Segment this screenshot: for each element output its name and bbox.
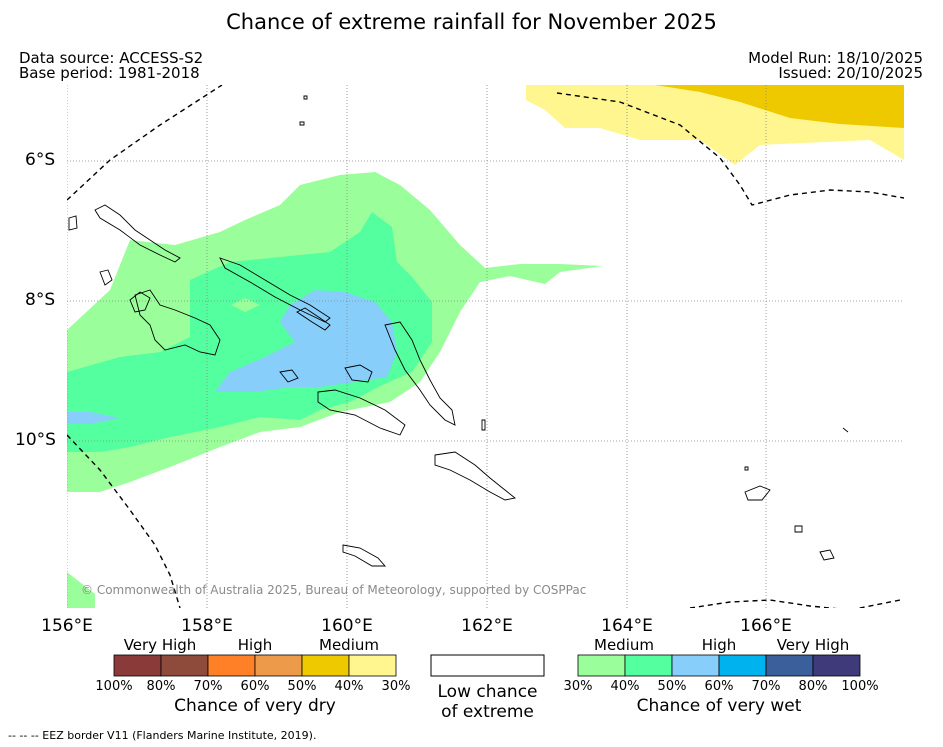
dry-caption: Chance of very dry xyxy=(174,696,336,716)
data-source: Data source: ACCESS-S2 xyxy=(19,49,204,67)
low-chance-swatch xyxy=(430,654,545,677)
eez-footnote: -- -- -- EEZ border V11 (Flanders Marine… xyxy=(8,729,317,742)
lon-label-158e: 158°E xyxy=(181,616,233,636)
coastlines xyxy=(68,95,849,567)
lat-label-6s: 6°S xyxy=(25,150,56,170)
dry-tick: 40% xyxy=(334,679,364,694)
issued-date: Issued: 20/10/2025 xyxy=(778,64,923,82)
lon-label-156e: 156°E xyxy=(41,616,93,636)
wet-category-high: High xyxy=(701,636,737,654)
base-period: Base period: 1981-2018 xyxy=(19,64,200,82)
dry-swatch-1 xyxy=(160,654,209,677)
dry-tick: 70% xyxy=(193,679,223,694)
dry-swatch-5 xyxy=(348,654,397,677)
meta-left: Data source: ACCESS-S2 Base period: 1981… xyxy=(19,51,203,81)
lat-label-8s: 8°S xyxy=(25,290,56,310)
lon-label-162e: 162°E xyxy=(461,616,513,636)
wet-tick: 100% xyxy=(841,679,879,694)
map-title: Chance of extreme rainfall for November … xyxy=(226,10,717,34)
dry-tick: 60% xyxy=(240,679,270,694)
wet-tick: 60% xyxy=(704,679,734,694)
rennell-island xyxy=(342,544,386,567)
low-chance-caption: Low chance of extreme xyxy=(431,682,544,722)
lon-label-160e: 160°E xyxy=(321,616,373,636)
dry-swatch-3 xyxy=(254,654,303,677)
dry-tick: 50% xyxy=(287,679,317,694)
wet-swatch-2 xyxy=(671,654,720,677)
wet-category-very-high: Very High xyxy=(776,636,850,654)
guadalcanal-island xyxy=(317,389,406,436)
low-chance-caption-line1: Low chance xyxy=(437,682,538,702)
meta-right: Model Run: 18/10/2025 Issued: 20/10/2025 xyxy=(748,51,923,81)
makira-island xyxy=(434,451,517,501)
wet-category-medium: Medium xyxy=(594,636,654,654)
dry-category-high: High xyxy=(237,636,273,654)
bougainville-island xyxy=(94,204,181,263)
dry-swatch-0 xyxy=(113,654,162,677)
dry-medium-high-region xyxy=(655,85,904,128)
dry-tick: 30% xyxy=(381,679,411,694)
dry-swatch-2 xyxy=(207,654,256,677)
model-run: Model Run: 18/10/2025 xyxy=(748,49,923,67)
dry-category-medium: Medium xyxy=(319,636,379,654)
dry-tick: 80% xyxy=(146,679,176,694)
wet-tick: 40% xyxy=(610,679,640,694)
wet-colorbar xyxy=(577,654,861,677)
wet-swatch-1 xyxy=(624,654,673,677)
choiseul-island xyxy=(219,257,331,323)
lon-label-166e: 166°E xyxy=(740,616,792,636)
lon-label-164e: 164°E xyxy=(601,616,653,636)
wet-caption: Chance of very wet xyxy=(636,696,802,716)
wet-swatch-3 xyxy=(718,654,767,677)
wet-swatch-0 xyxy=(577,654,626,677)
wet-tick: 50% xyxy=(657,679,687,694)
malaita-island xyxy=(384,321,456,426)
graticule xyxy=(67,85,904,608)
wet-swatch-5 xyxy=(812,654,861,677)
wet-swatch-4 xyxy=(765,654,814,677)
new-georgia-island xyxy=(134,289,221,356)
dry-colorbar xyxy=(113,654,397,677)
copyright-notice: © Commonwealth of Australia 2025, Bureau… xyxy=(81,583,587,597)
wet-tick: 70% xyxy=(751,679,781,694)
dry-category-very-high: Very High xyxy=(123,636,197,654)
dry-tick: 100% xyxy=(95,679,133,694)
eez-borders xyxy=(67,85,904,608)
wet-tick: 80% xyxy=(798,679,828,694)
lat-label-10s: 10°S xyxy=(15,430,56,450)
low-chance-caption-line2: of extreme xyxy=(441,702,534,722)
wet-tick: 30% xyxy=(563,679,593,694)
dry-swatch-4 xyxy=(301,654,350,677)
santa-isabel-island xyxy=(296,307,331,331)
